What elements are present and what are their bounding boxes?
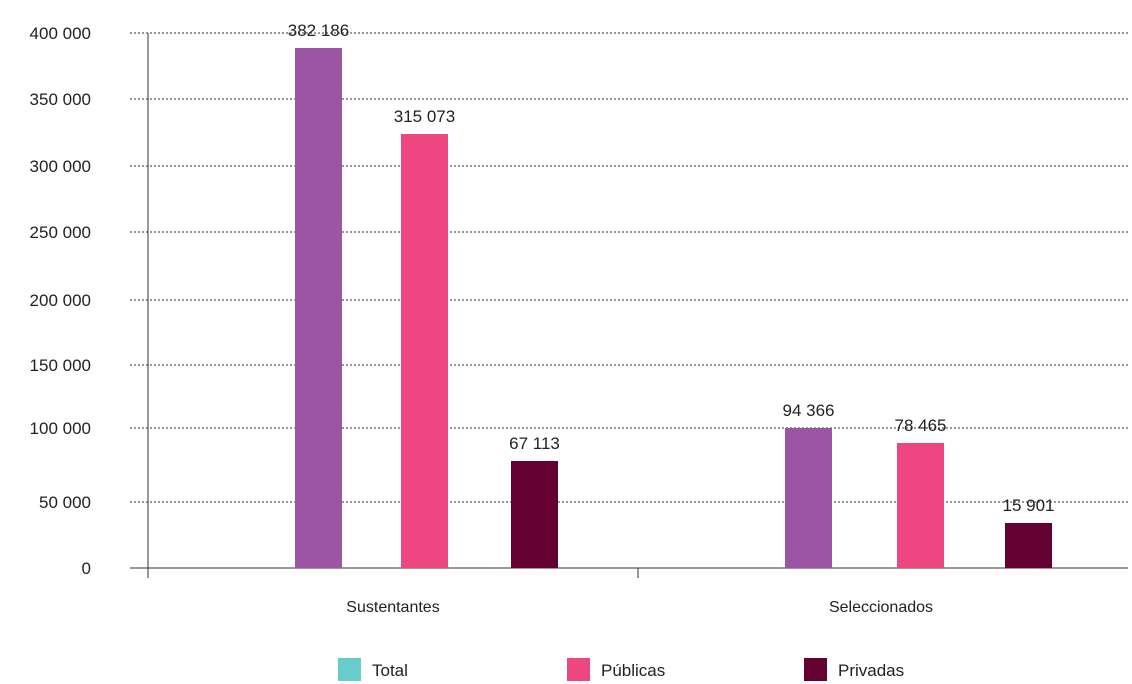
data-label: 15 901 [1003,496,1055,515]
bar-pblicas-0 [401,134,448,568]
x-category-label: Sustentantes [346,599,439,616]
data-label: 382 186 [288,21,349,40]
legend-swatch [567,658,590,681]
data-label: 78 465 [895,416,947,435]
y-axis-ticks: 0 50 000 100 000 150 000 200 000 250 000 300 0… [30,24,91,578]
legend-label: Privadas [838,661,904,680]
y-tick-label: 50 000 [39,493,91,512]
legend-swatch [338,658,361,681]
legend-label: Públicas [601,661,665,680]
y-tick-label: 400 000 [30,24,91,43]
y-tick-label: 200 000 [30,291,91,310]
data-label: 67 113 [509,434,560,453]
y-tick-label: 300 000 [30,157,91,176]
y-tick-label: 350 000 [30,90,91,109]
y-tick-label: 250 000 [30,223,91,242]
y-tick-label: 150 000 [30,356,91,375]
bar-privadas-1 [1005,523,1052,568]
bar-pblicas-1 [897,443,944,568]
data-labels: 382 186 94 366 315 073 78 465 67 113 15 901 [288,21,1055,515]
bar-privadas-0 [511,461,558,568]
legend: Total Públicas Privadas [338,658,904,681]
x-axis-categories: Sustentantes Seleccionados [346,599,933,616]
bar-total-1 [785,428,832,568]
x-category-label: Seleccionados [829,599,933,616]
y-tick-label: 0 [82,559,91,578]
axes [130,33,1128,578]
y-tick-label: 100 000 [30,419,91,438]
bars [295,48,1052,568]
bar-total-0 [295,48,342,568]
legend-swatch [804,658,827,681]
data-label: 315 073 [394,107,455,126]
data-label: 94 366 [783,401,835,420]
gridlines [130,32,1128,503]
legend-label: Total [372,661,408,680]
